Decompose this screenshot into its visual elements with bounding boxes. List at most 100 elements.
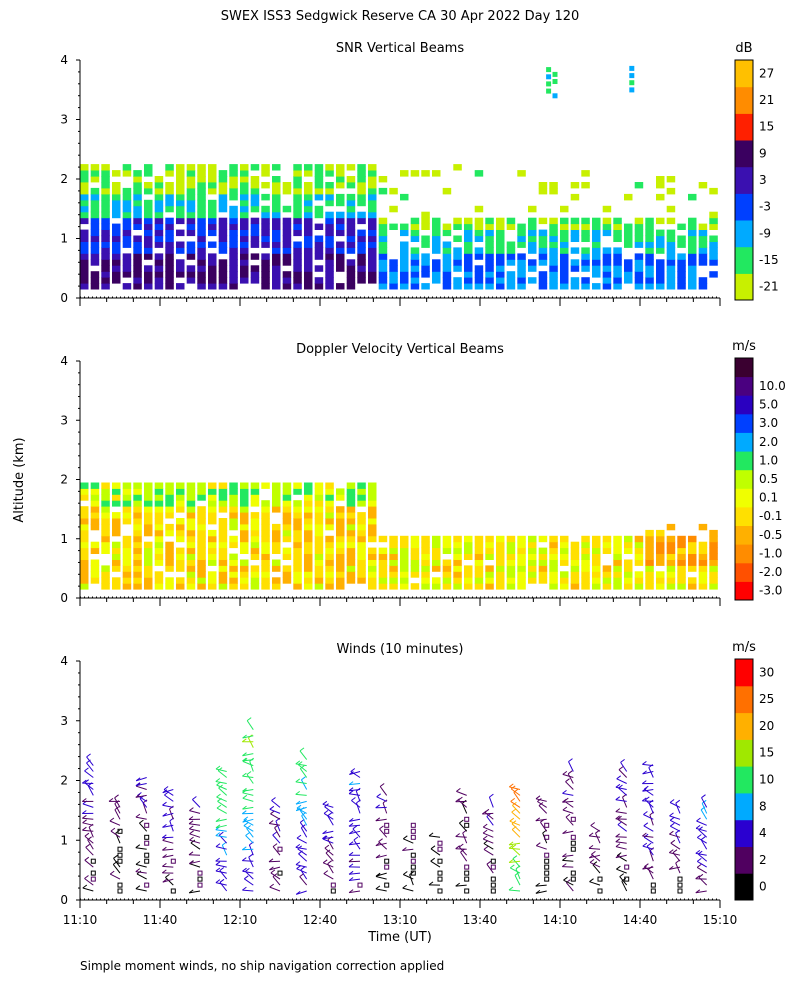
y-tick-label: 2 bbox=[60, 774, 68, 788]
doppler-cell bbox=[144, 565, 153, 572]
snr-cell bbox=[208, 170, 217, 177]
doppler-cell bbox=[197, 553, 206, 560]
doppler-cell bbox=[314, 506, 324, 513]
doppler-cell bbox=[240, 535, 249, 543]
wind-barb bbox=[544, 876, 550, 882]
doppler-cell bbox=[400, 571, 409, 578]
snr-cell bbox=[112, 271, 121, 278]
snr-cell bbox=[80, 241, 89, 248]
doppler-cell bbox=[176, 500, 185, 507]
doppler-cell bbox=[485, 571, 494, 578]
snr-cell bbox=[496, 283, 505, 290]
snr-cell bbox=[442, 259, 452, 266]
wind-barb bbox=[464, 876, 470, 882]
snr-cell bbox=[293, 193, 302, 201]
snr-cell bbox=[304, 211, 313, 219]
wind-barb bbox=[189, 825, 201, 832]
doppler-cell bbox=[346, 565, 356, 572]
doppler-cell bbox=[229, 559, 238, 566]
wind-barb bbox=[488, 793, 494, 808]
snr-cell bbox=[688, 229, 697, 237]
snr-cell bbox=[186, 277, 196, 284]
snr-cell bbox=[346, 265, 356, 272]
snr-cell bbox=[656, 235, 665, 242]
wind-barb bbox=[700, 836, 708, 850]
snr-cell bbox=[698, 223, 708, 230]
doppler-cell bbox=[282, 512, 292, 519]
snr-cell bbox=[677, 283, 686, 290]
snr-cell bbox=[218, 229, 228, 237]
snr-cell bbox=[133, 176, 142, 183]
snr-cell bbox=[122, 271, 132, 278]
snr-cell bbox=[666, 271, 676, 278]
snr-cell bbox=[144, 241, 153, 248]
snr-cell bbox=[581, 223, 590, 230]
wind-barb bbox=[590, 822, 601, 832]
snr-cell bbox=[506, 271, 516, 278]
snr-cell bbox=[197, 265, 206, 272]
wind-barb bbox=[322, 859, 334, 868]
snr-cell bbox=[506, 217, 516, 225]
snr-cell bbox=[688, 283, 697, 290]
doppler-cell bbox=[421, 553, 430, 560]
doppler-cell bbox=[346, 482, 356, 489]
wind-barb bbox=[592, 861, 601, 874]
doppler-cell bbox=[122, 541, 132, 549]
snr-cell bbox=[410, 229, 420, 237]
wind-barb bbox=[169, 805, 174, 820]
doppler-cell bbox=[176, 535, 185, 543]
snr-cell bbox=[293, 253, 302, 260]
snr-cell bbox=[517, 241, 526, 248]
wind-barb bbox=[85, 843, 94, 856]
doppler-cell bbox=[336, 571, 345, 578]
snr-cell bbox=[506, 277, 516, 284]
doppler-cell bbox=[549, 535, 558, 543]
doppler-cell bbox=[410, 559, 420, 566]
snr-cell bbox=[293, 277, 302, 284]
snr-cell bbox=[101, 205, 110, 213]
snr-cell bbox=[421, 241, 430, 248]
snr-cell bbox=[506, 247, 516, 254]
wind-barb bbox=[509, 817, 521, 826]
snr-cell bbox=[560, 229, 569, 237]
doppler-cell bbox=[282, 488, 292, 495]
wind-barb bbox=[670, 839, 681, 850]
doppler-cell bbox=[378, 577, 388, 584]
snr-cell bbox=[709, 247, 718, 254]
doppler-cell bbox=[176, 553, 185, 560]
doppler-cell bbox=[357, 553, 366, 560]
doppler-cell bbox=[549, 571, 558, 578]
doppler-cell bbox=[432, 583, 441, 590]
snr-cell bbox=[560, 241, 569, 248]
y-tick-label: 3 bbox=[60, 113, 68, 127]
doppler-cell bbox=[592, 571, 601, 578]
colorbar-label: 1.0 bbox=[759, 453, 778, 467]
snr-cell bbox=[666, 217, 676, 225]
snr-cell bbox=[261, 265, 270, 272]
snr-cell bbox=[293, 223, 302, 230]
doppler-cell bbox=[346, 488, 356, 495]
doppler-cell bbox=[208, 559, 217, 566]
snr-cell bbox=[80, 235, 89, 242]
doppler-cell bbox=[506, 583, 516, 590]
snr-cell bbox=[464, 235, 473, 242]
wind-barb bbox=[84, 779, 94, 790]
doppler-cell bbox=[282, 529, 292, 537]
wind-barb bbox=[410, 852, 416, 858]
doppler-cell bbox=[336, 535, 345, 543]
snr-cell bbox=[282, 241, 292, 248]
doppler-cell bbox=[656, 547, 665, 554]
doppler-cell bbox=[570, 547, 580, 554]
snr-cell bbox=[186, 193, 196, 201]
snr-cell bbox=[112, 259, 121, 266]
doppler-cell bbox=[218, 583, 228, 590]
doppler-cell bbox=[592, 583, 601, 590]
snr-cell bbox=[261, 229, 270, 237]
doppler-cell bbox=[421, 571, 430, 578]
snr-cell bbox=[293, 187, 302, 195]
doppler-cell bbox=[250, 541, 260, 549]
wind-barb bbox=[162, 834, 174, 839]
snr-cell bbox=[133, 211, 142, 219]
snr-cell bbox=[570, 229, 580, 237]
wind-barb bbox=[352, 825, 361, 838]
